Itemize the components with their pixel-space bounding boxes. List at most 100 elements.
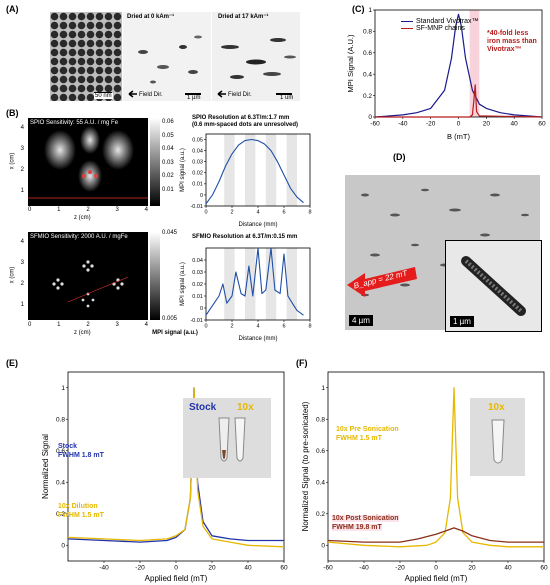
y-tick-label: 0.05: [192, 137, 203, 143]
y-tick-label: 0.6: [316, 448, 325, 455]
x-tick-label: -20: [395, 565, 405, 572]
shaded-band: [224, 134, 235, 206]
sfmio-colorbar-top: 0.045: [162, 230, 178, 236]
x-tick-label: 4: [256, 210, 259, 216]
inset-image: 1 µm: [445, 240, 542, 332]
y-tick-label: 0.02: [192, 171, 203, 177]
spio-res-title: SPIO Resolution at 6.3T/m:1.7 mm: [192, 115, 290, 121]
spio-res-sub: (0.6 mm-spaced dots are unresolved): [192, 122, 299, 128]
spio-resolution-chart: 0 2 4 6 8-0.0100.010.020.030.040.05Distance …: [180, 133, 312, 228]
x-tick-label: 8: [308, 324, 311, 330]
shaded-band: [245, 248, 256, 320]
y-tick-label: 0.8: [363, 29, 372, 36]
shaded-band: [265, 248, 277, 320]
x-tick-label: 4: [256, 324, 259, 330]
scale-bar-label: 1 um: [280, 95, 294, 101]
legend-10x: 10x: [488, 402, 505, 413]
x-tick-label: 6: [282, 324, 285, 330]
panel-c-annotation: *40-fold less iron mass than Vivotrax™: [487, 30, 537, 53]
panel-c-label: (C): [352, 4, 365, 14]
x-axis-label: Applied field (mT): [405, 574, 468, 583]
sfmio-y-label: x (cm): [9, 266, 16, 284]
y-tick-label: 0.4: [316, 479, 325, 486]
shaded-band: [469, 10, 480, 117]
x-tick-label: -40: [398, 121, 408, 128]
x-tick-label: -20: [135, 565, 145, 572]
shaded-band: [245, 134, 256, 206]
nanoparticle-pattern: [50, 12, 122, 101]
x-axis-label: B (mT): [447, 132, 470, 141]
legend-10x: 10x: [237, 402, 254, 413]
shaded-band: [224, 248, 235, 320]
main-scale-label: 4 µm: [349, 315, 373, 326]
y-axis-label: MPI signal (a.u.): [180, 262, 186, 306]
pre-sonication-fwhm: FWHM 1.5 mT: [336, 435, 382, 442]
image-title-0kam: Dried at 0 kAm⁻¹: [127, 14, 175, 20]
spio-colorbar: [150, 118, 160, 206]
y-tick-label: 0.02: [192, 282, 203, 288]
x-tick-label: -20: [426, 121, 436, 128]
chain-pattern: [123, 12, 211, 101]
y-tick-label: 1: [61, 385, 65, 392]
shaded-band: [265, 134, 277, 206]
scale-bar-label: 50 nm: [94, 93, 113, 99]
series-line-1: [375, 84, 543, 118]
sfmio-x-label: z (cm): [74, 330, 91, 336]
legend-stock: Stock: [189, 402, 217, 413]
colorbar-title: MPI signal (a.u.): [152, 330, 198, 336]
series-line-0: [374, 13, 543, 118]
x-tick-label: 8: [308, 210, 311, 216]
y-tick-label: 0.04: [192, 258, 203, 264]
post-sonication-label: 10x Post Sonication: [332, 515, 399, 522]
y-axis-label: MPI signal (a.u.): [180, 148, 186, 192]
x-tick-label: 0: [457, 121, 461, 128]
y-tick-label: 0.04: [192, 148, 203, 154]
panel-a-label: (A): [6, 4, 19, 14]
tem-image-chains: 1 µm 4 µm B_app = 22 mT: [345, 175, 542, 332]
x-axis-label: Distance (mm): [238, 336, 277, 342]
spio-blur-pattern: [28, 118, 148, 206]
y-tick-label: 0: [61, 542, 65, 549]
sfmio-sensitivity-title: SFMIO Sensitivity: 2000 A.U. / mgFe: [30, 234, 128, 240]
spio-image: SPIO Sensitivity: 55 A.U. / mg Fe: [28, 118, 148, 206]
x-tick-label: -60: [370, 121, 380, 128]
x-tick-label: 0: [434, 565, 438, 572]
x-tick-label: 20: [468, 565, 476, 572]
x-tick-label: 40: [244, 565, 252, 572]
vial-photo-f: 10x: [470, 398, 525, 476]
x-tick-label: 0: [174, 565, 178, 572]
tem-image-0kam: Dried at 0 kAm⁻¹ 1 µm Field Dir.: [123, 12, 211, 101]
y-tick-label: 0.8: [316, 416, 325, 423]
spio-sensitivity-title: SPIO Sensitivity: 55 A.U. / mg Fe: [30, 120, 119, 126]
tem-image-nanoparticles: 50 nm: [50, 12, 122, 101]
x-tick-label: 40: [511, 121, 519, 128]
image-title-17kam: Dried at 17 kAm⁻¹: [218, 14, 269, 20]
spio-y-label: x (cm): [9, 152, 16, 170]
x-tick-label: -40: [99, 565, 109, 572]
mpi-signal-chart: -60 -40 -20 0 20 40 60 0 0.2 0.4 0.6 0.8 1 B (mT) MPI …: [346, 7, 546, 141]
y-tick-label: 0.03: [192, 270, 203, 276]
stock-fwhm: FWHM 1.8 mT: [58, 452, 104, 459]
x-tick-label: 0: [204, 210, 207, 216]
y-tick-label: 0.2: [316, 511, 325, 518]
y-tick-label: 0.03: [192, 160, 203, 166]
x-tick-label: 0: [204, 324, 207, 330]
y-tick-label: 0.2: [363, 93, 372, 100]
x-axis-label: Distance (mm): [238, 222, 277, 228]
y-tick-label: 0: [368, 114, 372, 121]
y-tick-label: 0.6: [56, 448, 65, 455]
vials-drawing: [218, 417, 246, 462]
sfmio-res-title: SFMIO Resolution at 6.3T/m:0.15 mm: [192, 234, 298, 240]
y-tick-label: 0.01: [192, 182, 203, 188]
x-tick-label: -40: [359, 565, 369, 572]
series-line-1: [327, 527, 544, 543]
dilution-fwhm: FWHM 1.5 mT: [58, 512, 104, 519]
x-tick-label: 2: [230, 210, 233, 216]
y-tick-label: 1: [368, 7, 372, 14]
y-tick-label: 0.4: [363, 71, 372, 78]
panel-f-chart: -60 -40 -20 0 20 40 60 0 0.2 0.4 0.6 0.8 1 Applied fi…: [301, 371, 548, 583]
dilution-label: 10x Dilution: [58, 503, 98, 510]
